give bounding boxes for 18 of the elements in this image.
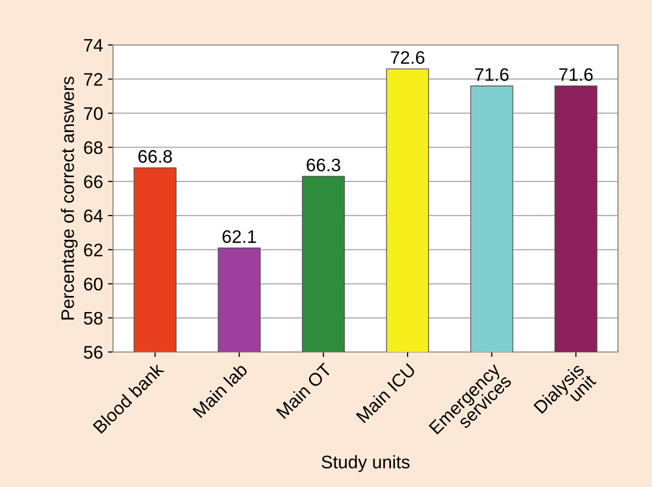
y-tick-label: 66 (84, 175, 102, 188)
y-tick-label: 72 (84, 73, 102, 86)
data-label: 72.6 (390, 51, 424, 64)
y-tick-label: 70 (84, 107, 103, 120)
data-label: 71.6 (475, 68, 509, 81)
y-tick-label: 68 (84, 141, 102, 154)
data-label: 66.3 (306, 158, 340, 172)
y-tick-label: 56 (84, 346, 102, 359)
y-tick-label: 64 (84, 209, 103, 222)
data-label: 66.8 (138, 150, 172, 163)
y-tick-label: 74 (84, 39, 103, 52)
y-tick-label: 62 (84, 244, 102, 256)
y-axis-title: Percentage of correct answers (60, 76, 78, 320)
data-label: 71.6 (559, 68, 593, 81)
y-tick-label: 58 (84, 312, 102, 325)
x-axis-title: Study units (322, 455, 410, 472)
y-tick-label: 60 (84, 278, 103, 290)
data-label: 62.1 (222, 230, 256, 244)
